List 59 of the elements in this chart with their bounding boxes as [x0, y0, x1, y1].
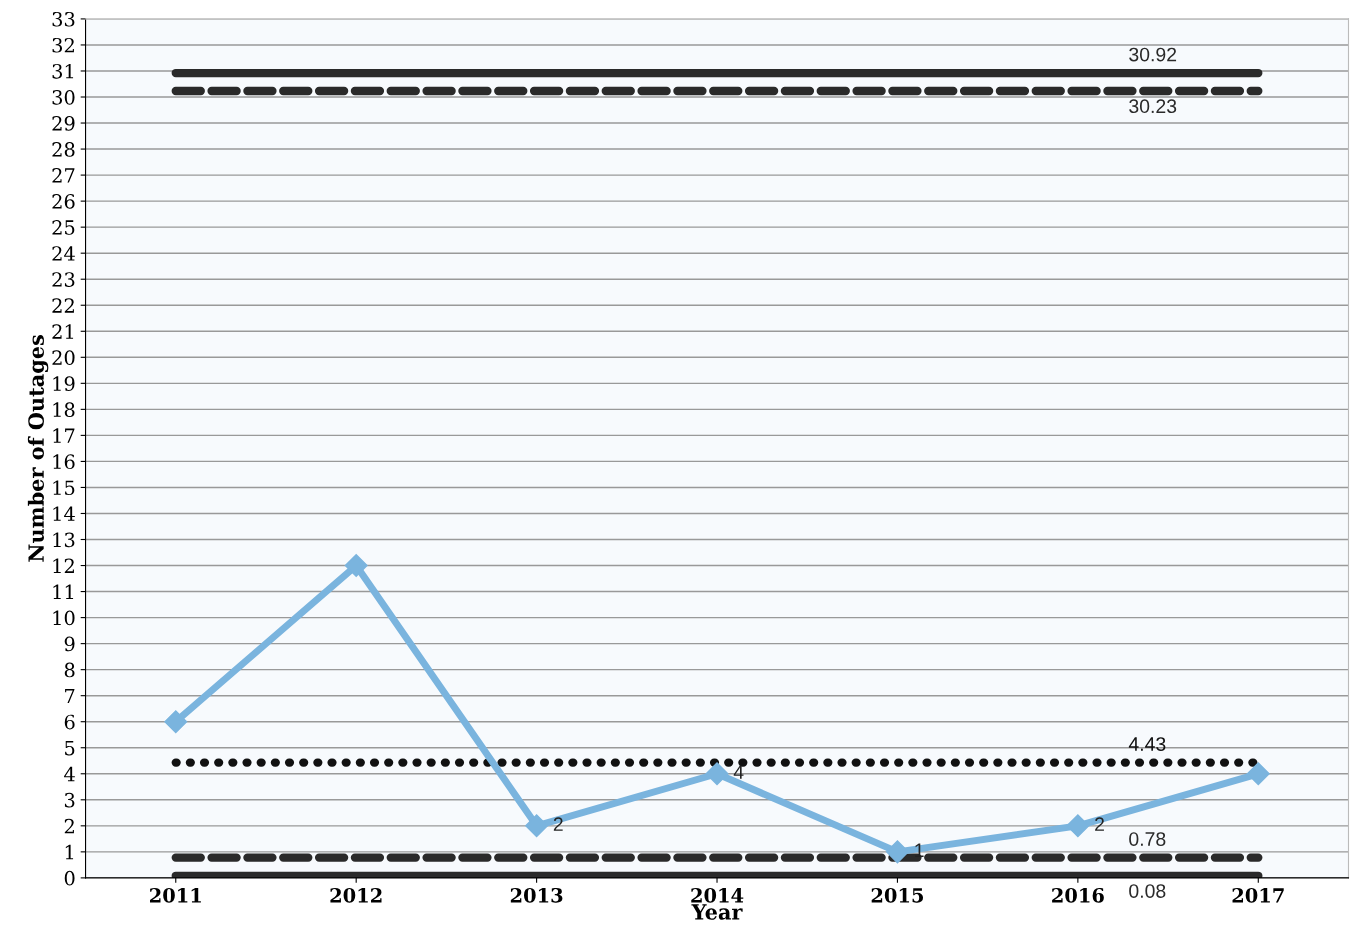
- y-tick-label: 2: [64, 818, 74, 834]
- y-tick-label: 15: [53, 480, 75, 496]
- y-tick-label: 12: [53, 558, 74, 573]
- y-tick-label: 18: [53, 402, 75, 418]
- ref-line-label: 0.78: [1129, 832, 1166, 846]
- y-tick-label: 7: [65, 688, 75, 704]
- ref-line-label: 30.23: [1129, 99, 1177, 114]
- y-tick-label: 32: [52, 37, 74, 53]
- ref-line-label: 30.92: [1129, 47, 1177, 62]
- point: [344, 554, 368, 578]
- y-tick-label: 6: [64, 714, 75, 730]
- x-tick-label: 2017: [1232, 887, 1284, 903]
- y-tick-label: 0: [64, 870, 75, 886]
- y-tick-label: 5: [65, 740, 75, 756]
- y-tick-label: 21: [52, 324, 74, 339]
- y-tick-label: 22: [52, 298, 74, 313]
- data-label: 1: [915, 843, 924, 857]
- y-tick-label: 28: [52, 142, 75, 157]
- y-tick-label: 33: [52, 11, 75, 27]
- y-tick-label: 17: [53, 428, 75, 443]
- y-tick-label: 8: [64, 662, 75, 678]
- y-tick-label: 26: [52, 194, 75, 209]
- point: [885, 840, 909, 864]
- x-tick-label: 2015: [871, 887, 924, 903]
- x-tick-label: 2014: [691, 887, 744, 903]
- y-tick-label: 27: [52, 168, 75, 183]
- y-tick-label: 9: [64, 636, 75, 652]
- y-tick-label: 3: [64, 792, 75, 808]
- y-tick-label: 20: [52, 350, 75, 365]
- point: [1066, 814, 1090, 838]
- y-tick-label: 11: [53, 584, 74, 599]
- data-label: 4: [733, 765, 744, 779]
- y-tick-label: 31: [52, 63, 74, 79]
- point: [164, 710, 188, 734]
- x-tick-label: 2013: [510, 887, 563, 903]
- data-label: 2: [1095, 817, 1104, 831]
- y-tick-label: 30: [52, 89, 75, 105]
- y-tick-label: 10: [53, 610, 75, 626]
- point: [1246, 762, 1270, 786]
- y-tick-label: 19: [53, 376, 75, 391]
- y-tick-label: 29: [52, 115, 75, 131]
- data-label: 2: [553, 817, 563, 831]
- x-tick-label: 2011: [150, 887, 201, 903]
- point: [705, 762, 729, 786]
- y-tick-label: 23: [52, 272, 75, 287]
- x-tick-label: 2012: [330, 887, 382, 903]
- point: [525, 814, 549, 838]
- y-tick-label: 16: [53, 454, 75, 470]
- ref-line-label: 4.43: [1128, 737, 1166, 751]
- y-tick-label: 13: [53, 532, 75, 548]
- x-axis-title: Year: [691, 904, 743, 920]
- y-axis-title: Number of Outages: [27, 335, 49, 562]
- y-tick-label: 25: [52, 220, 75, 235]
- y-tick-label: 24: [52, 246, 75, 261]
- y-tick-label: 4: [64, 766, 75, 782]
- x-tick-label: 2016: [1052, 887, 1104, 903]
- ref-line-label: 0.08: [1129, 884, 1166, 898]
- y-tick-label: 14: [53, 506, 75, 521]
- y-tick-label: 1: [65, 844, 74, 860]
